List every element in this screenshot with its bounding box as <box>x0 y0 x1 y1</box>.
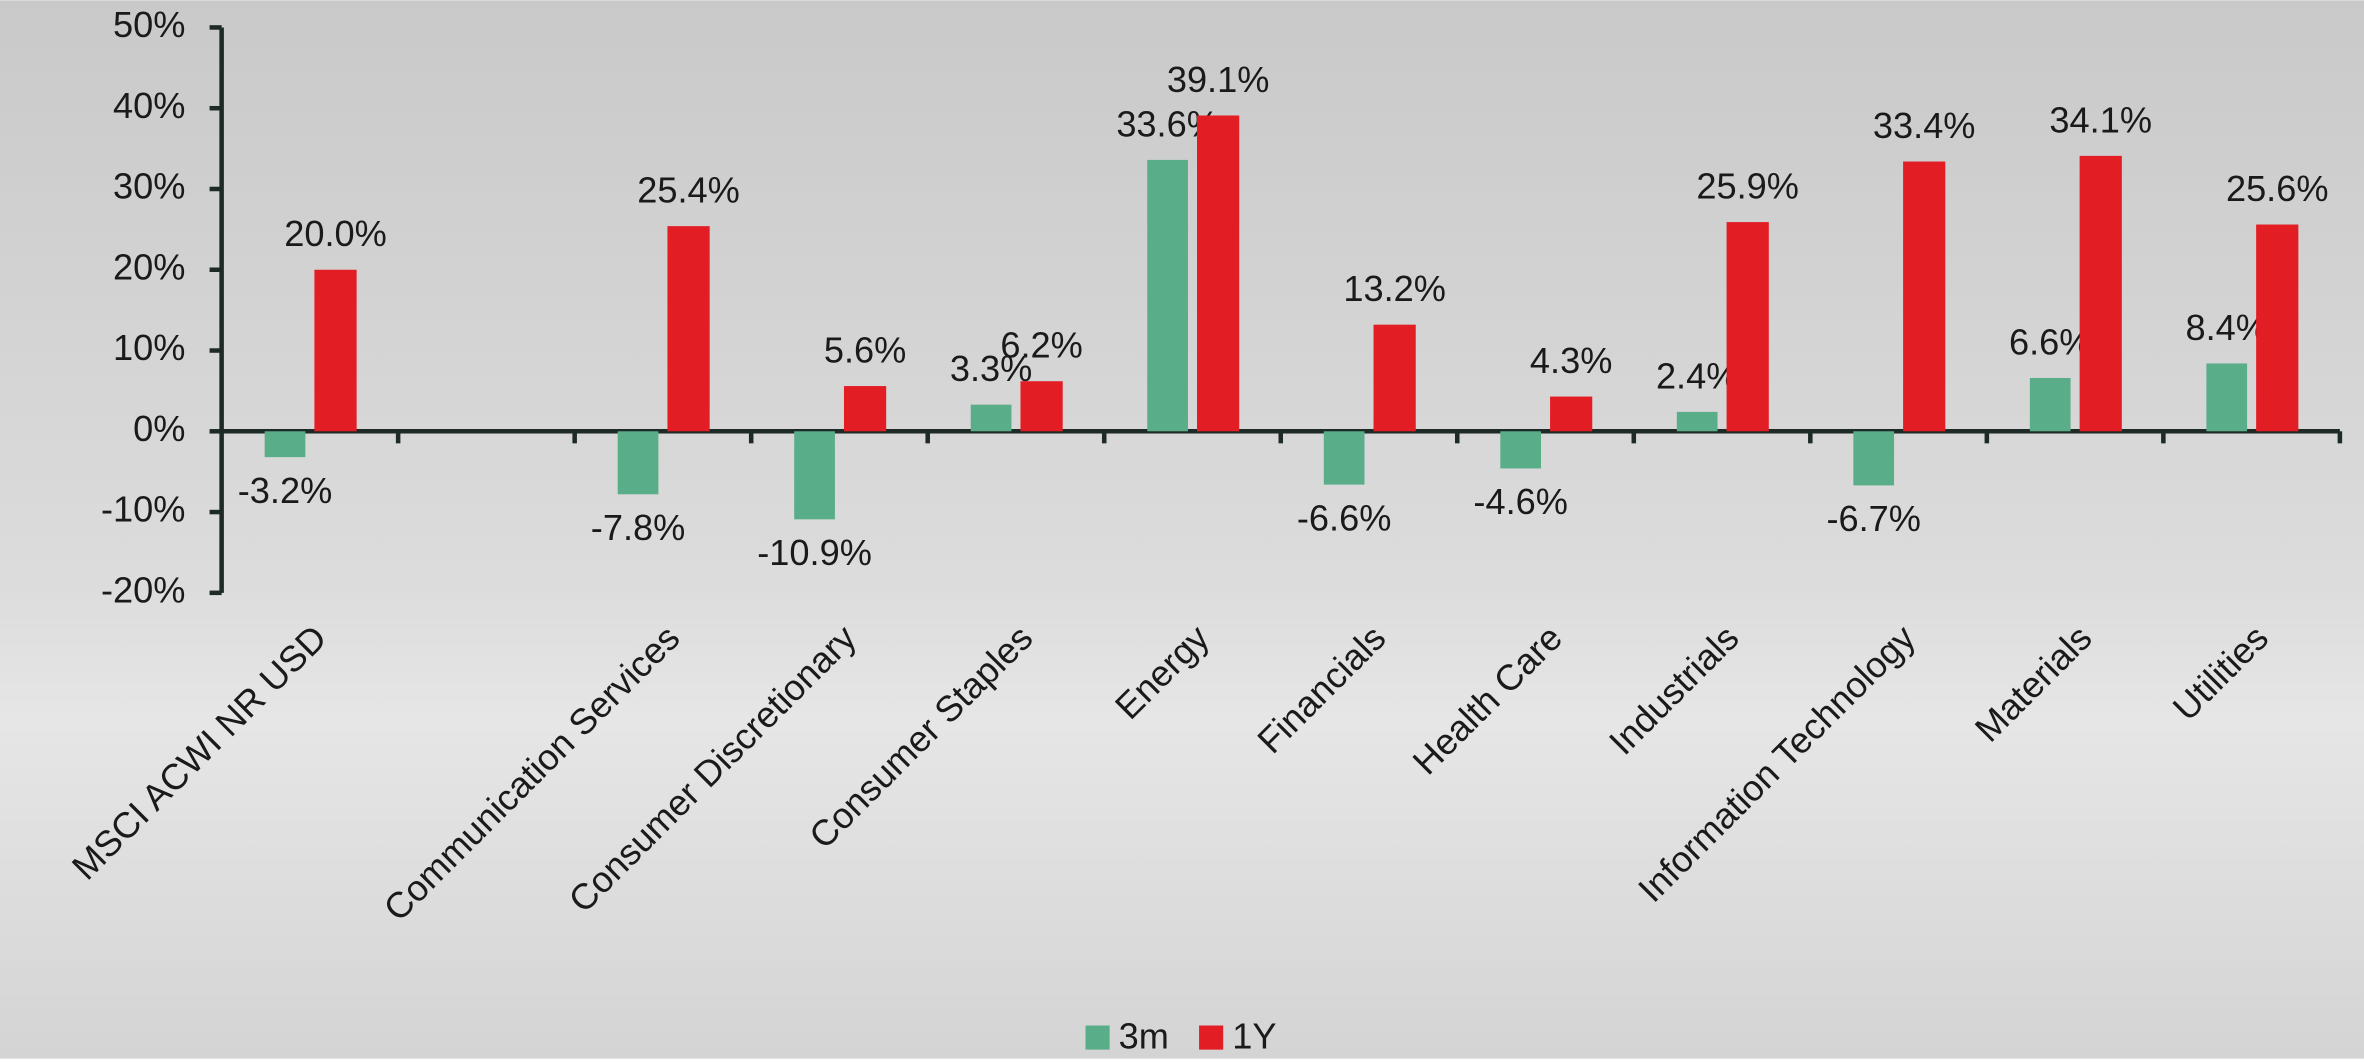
y-tick-label: -10% <box>101 489 185 530</box>
legend-label: 1Y <box>1232 1016 1276 1057</box>
data-label: -10.9% <box>757 532 872 573</box>
bar <box>1020 381 1063 432</box>
data-label: 4.3% <box>1530 340 1612 381</box>
y-tick-label: 50% <box>113 4 185 45</box>
data-label: 5.6% <box>824 329 906 370</box>
data-label: 8.4% <box>2186 307 2268 348</box>
data-label: 34.1% <box>2049 99 2152 140</box>
y-tick-label: 40% <box>113 85 185 126</box>
data-label: -4.6% <box>1473 481 1567 522</box>
data-label: -3.2% <box>238 470 333 511</box>
bar <box>1853 431 1895 486</box>
y-tick-label: 30% <box>113 166 185 207</box>
data-label: 6.6% <box>2009 321 2091 362</box>
data-label: -7.8% <box>591 507 686 548</box>
data-label: 13.2% <box>1343 268 1446 309</box>
bar <box>667 226 710 432</box>
bar <box>970 404 1012 432</box>
bar <box>264 431 306 458</box>
bar <box>1550 396 1593 432</box>
bar <box>794 431 835 520</box>
bar <box>843 386 887 432</box>
data-label: 39.1% <box>1167 59 1270 100</box>
y-tick-label: 0% <box>133 408 185 449</box>
bar <box>2079 155 2122 432</box>
bar <box>1726 222 1769 432</box>
data-label: 25.6% <box>2226 168 2329 209</box>
data-label: 25.4% <box>637 170 740 211</box>
bar <box>617 431 659 495</box>
bar <box>1676 411 1718 432</box>
legend-swatch <box>1199 1025 1224 1050</box>
y-tick-label: 20% <box>113 246 185 287</box>
bar <box>1373 324 1416 432</box>
data-label: 25.9% <box>1696 165 1799 206</box>
data-label: 6.2% <box>1000 325 1082 366</box>
bar <box>2029 377 2071 432</box>
bar <box>1147 159 1188 432</box>
data-label: 3.3% <box>950 348 1032 389</box>
bar <box>1323 431 1365 485</box>
bar <box>2206 363 2248 432</box>
data-label: -6.6% <box>1297 497 1392 538</box>
y-tick-label: -20% <box>101 569 185 610</box>
data-label: 2.4% <box>1656 355 1738 396</box>
legend-swatch <box>1085 1025 1110 1050</box>
data-label: 20.0% <box>284 213 387 254</box>
bar <box>1500 431 1542 469</box>
bar <box>1197 115 1240 432</box>
data-label: -6.7% <box>1826 498 1921 539</box>
bar <box>2256 224 2299 432</box>
y-tick-label: 10% <box>113 327 185 368</box>
legend-label: 3m <box>1119 1016 1169 1057</box>
bar <box>314 269 357 432</box>
data-label: 33.4% <box>1873 105 1976 146</box>
bar <box>1903 161 1946 432</box>
